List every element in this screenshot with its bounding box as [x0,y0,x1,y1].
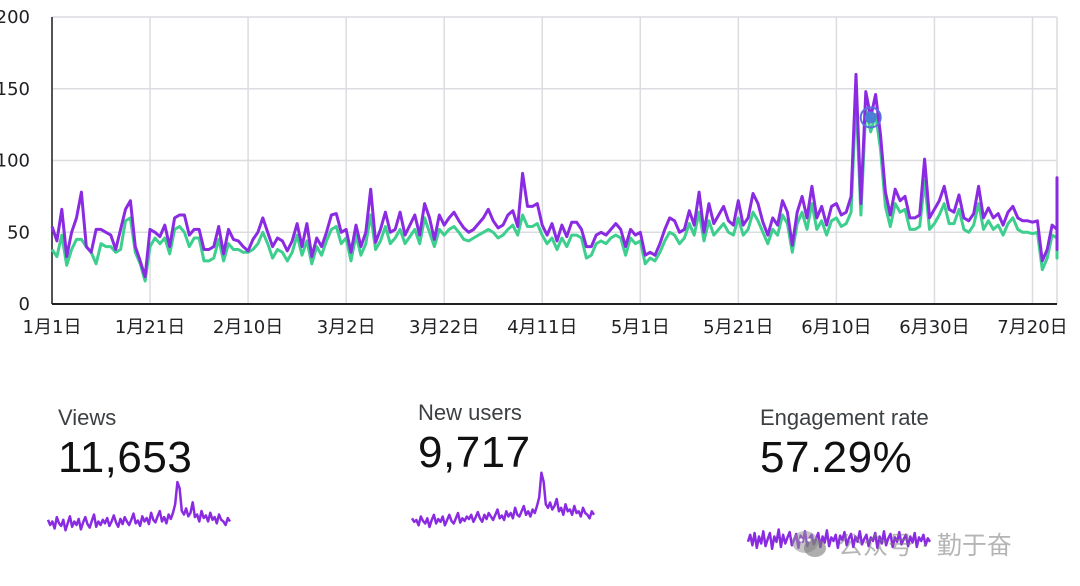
x-tick-label: 4月11日 [507,317,577,338]
main-line-chart: 0 50 100 150 200 1月1日 1月21日 2月10日 3月2日 3月22日 4月11日… [0,7,1068,338]
highlight-point [864,111,877,124]
sparkline-new-users [410,471,596,529]
series-line-views [50,72,1059,279]
chart-grid [51,16,1058,304]
x-tick-label: 5月21日 [703,317,773,338]
x-tick-label: 1月1日 [23,317,82,338]
metric-views[interactable]: Views 11,653 [0,395,340,555]
metric-label: New users [418,400,522,425]
sparkline-path [46,480,232,532]
chart-series [50,72,1059,283]
metric-label: Views [58,405,117,430]
chart-highlight [859,106,882,129]
x-tick-label: 5月1日 [611,317,670,338]
y-tick-label: 100 [0,151,30,172]
metric-value: 9,717 [418,428,531,477]
metric-value: 57.29% [760,433,913,482]
watermark: 公众号 · 勤于奋 [790,526,1012,562]
metric-new-users[interactable]: New users 9,717 [360,390,700,550]
y-tick-label: 50 [7,222,30,243]
y-tick-label: 200 [0,7,30,28]
x-tick-label: 1月21日 [115,317,185,338]
highlight-ring [859,106,882,129]
metric-value: 11,653 [58,433,193,482]
sparkline-engagement-rate [746,528,932,551]
metric-label: Engagement rate [760,405,929,430]
x-tick-label: 7月20日 [997,317,1067,338]
sparkline-views [46,480,232,532]
x-tick-label: 2月10日 [213,317,283,338]
metric-engagement-rate[interactable]: Engagement rate 57.29% [700,395,1060,555]
watermark-text: 公众号 · 勤于奋 [838,531,1012,560]
x-tick-label: 6月10日 [801,317,871,338]
y-tick-label: 150 [0,79,30,100]
chart-axes: 0 50 100 150 200 1月1日 1月21日 2月10日 3月2日 3月22日 4月11日… [0,7,1068,338]
sparkline-path [746,528,932,551]
x-tick-label: 6月30日 [899,317,969,338]
wechat-icon [792,531,826,557]
sparkline-path [410,471,596,529]
x-tick-label: 3月2日 [317,317,376,338]
y-tick-label: 0 [19,294,30,315]
x-tick-label: 3月22日 [409,317,479,338]
series-line-new-users [50,94,1059,283]
